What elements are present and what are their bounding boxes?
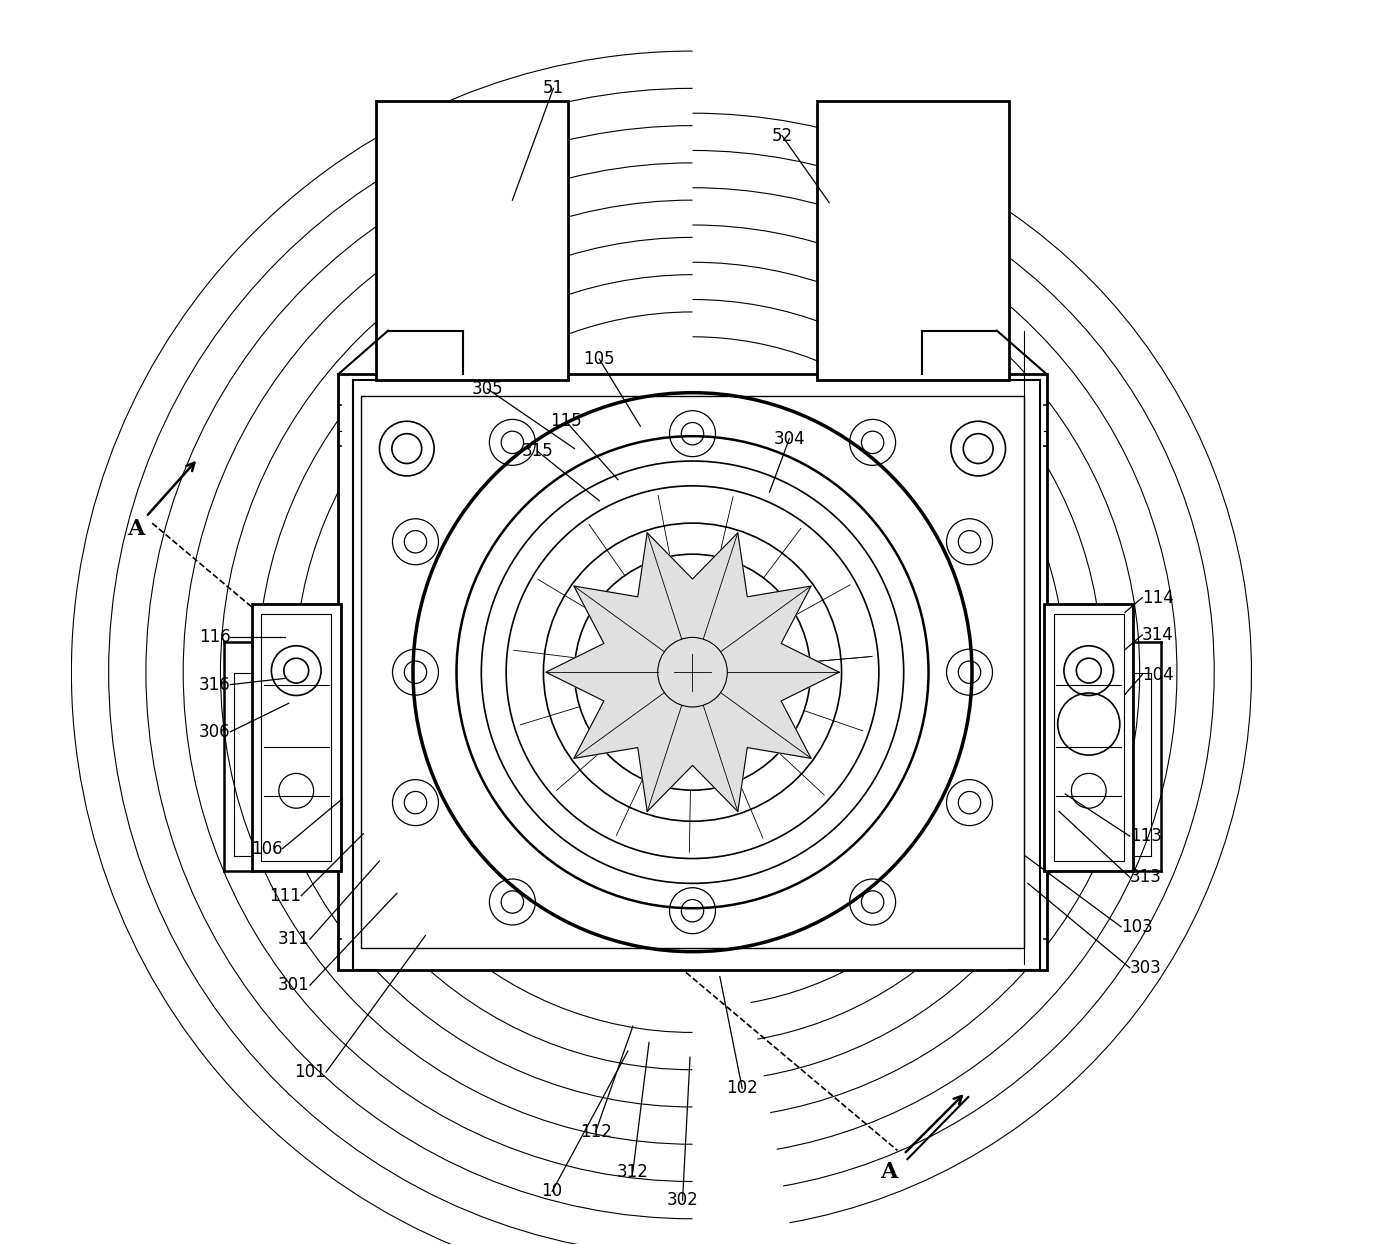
Bar xyxy=(262,614,331,862)
Text: 113: 113 xyxy=(1130,827,1162,845)
Text: 311: 311 xyxy=(278,930,310,949)
Text: 105: 105 xyxy=(583,350,615,369)
Text: 51: 51 xyxy=(543,80,564,97)
Text: 304: 304 xyxy=(774,430,805,448)
Text: A: A xyxy=(127,518,144,540)
Text: 116: 116 xyxy=(198,629,230,646)
Text: 302: 302 xyxy=(666,1191,698,1209)
Text: 102: 102 xyxy=(726,1079,758,1097)
Text: 306: 306 xyxy=(199,723,230,741)
Text: 301: 301 xyxy=(278,976,310,995)
Bar xyxy=(338,374,1047,970)
Text: 315: 315 xyxy=(521,442,553,461)
Text: 305: 305 xyxy=(472,380,503,398)
Text: 10: 10 xyxy=(542,1183,562,1200)
Text: 106: 106 xyxy=(251,839,283,858)
Bar xyxy=(1054,614,1123,862)
Text: 103: 103 xyxy=(1120,918,1152,936)
Bar xyxy=(817,101,1010,380)
Text: 303: 303 xyxy=(1130,959,1162,977)
Text: 316: 316 xyxy=(198,676,230,693)
Text: 115: 115 xyxy=(550,412,582,431)
Text: 313: 313 xyxy=(1130,868,1162,886)
Bar xyxy=(252,604,341,871)
Text: 52: 52 xyxy=(771,127,792,144)
Bar xyxy=(375,101,568,380)
Text: 101: 101 xyxy=(294,1063,325,1081)
Polygon shape xyxy=(546,533,839,812)
Text: A: A xyxy=(879,1160,897,1183)
Text: 114: 114 xyxy=(1143,589,1174,606)
Text: 104: 104 xyxy=(1143,666,1174,684)
Text: 112: 112 xyxy=(580,1123,612,1140)
Text: 312: 312 xyxy=(616,1163,648,1180)
Text: 314: 314 xyxy=(1143,626,1174,644)
Text: 111: 111 xyxy=(269,886,301,905)
Bar xyxy=(361,396,1024,947)
Bar xyxy=(1044,604,1133,871)
